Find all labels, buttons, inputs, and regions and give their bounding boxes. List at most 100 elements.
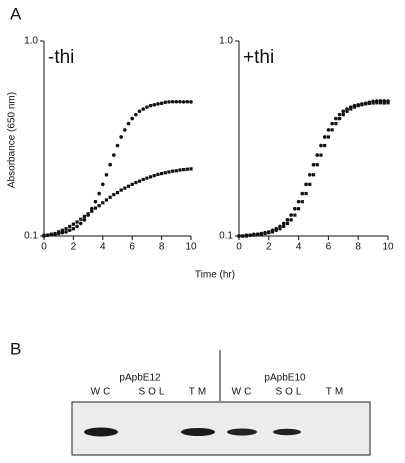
data-point [93,206,98,210]
data-point [189,167,193,171]
data-point [375,101,379,105]
x-tick-label: 4 [296,242,302,253]
band [227,428,257,436]
data-point [326,128,331,132]
data-point [145,105,149,109]
band [273,428,301,436]
data-point [145,176,149,180]
x-tick-label: 10 [185,242,197,253]
group-label: pApbE12 [119,373,161,384]
data-point [119,188,123,192]
data-point [123,128,127,132]
data-point [156,102,160,106]
data-point [163,171,167,175]
data-point [349,107,353,111]
data-point [112,193,116,197]
data-point [267,231,271,235]
x-tick-label: 2 [71,242,77,253]
data-point [382,101,386,105]
data-point [49,232,53,236]
data-point [174,99,179,104]
y-tick-label: 0.1 [24,231,38,242]
data-point [252,233,256,237]
data-point [68,224,72,229]
data-point [163,100,168,105]
data-point [167,100,171,104]
data-point [289,218,293,222]
data-point [278,227,282,231]
data-point [82,214,87,219]
x-tick-label: 4 [100,242,106,253]
data-point [178,168,182,172]
blot-membrane [71,401,371,456]
x-tick-label: 6 [326,242,332,253]
data-point [378,101,383,105]
data-point [237,234,241,238]
data-point [308,182,312,186]
data-point [345,109,349,113]
data-point [330,128,334,132]
data-point [42,234,46,238]
data-point [137,109,142,114]
data-point [323,143,327,148]
data-point [337,112,342,117]
data-point [178,99,182,104]
data-point [119,135,123,139]
data-point [171,169,175,173]
y-tick-label: 1.0 [219,36,233,47]
data-point [182,168,186,172]
data-point [319,143,323,148]
data-point [152,174,156,178]
data-point [152,102,157,107]
data-point [141,177,145,182]
data-point [352,105,357,109]
data-point [64,227,68,231]
data-point [159,101,164,106]
data-point [296,199,301,204]
data-point [256,232,260,236]
data-point [319,153,323,157]
data-point [185,99,190,104]
y-tick-label: 1.0 [24,36,38,47]
data-point [241,234,245,238]
band [181,428,215,436]
data-point [371,101,375,105]
data-point [46,233,50,237]
data-point [311,162,316,167]
data-point [341,109,346,114]
data-point [104,198,109,202]
y-tick-label: 0.1 [219,231,233,242]
data-point [311,173,316,177]
data-point [300,200,304,204]
x-tick-label: 6 [129,242,135,253]
data-point [170,99,175,104]
data-point [160,171,164,176]
data-point [285,218,290,222]
data-point [263,231,267,236]
data-point [126,121,131,126]
data-point [341,113,345,117]
data-point [130,116,134,121]
band [84,427,118,437]
data-point [386,101,390,105]
data-point [367,101,371,105]
data-point [330,121,334,126]
data-point [307,172,312,177]
lane-label: TM [189,387,209,398]
data-point [130,182,134,186]
data-point [181,100,186,104]
lane-label: SOL [275,387,304,398]
lane-label: WC [91,387,114,398]
data-point [282,224,286,229]
data-point [82,218,87,222]
data-point [281,221,286,226]
data-point [126,184,131,188]
x-axis-label: Time (hr) [195,270,235,281]
group-label: pApbE10 [264,373,306,384]
data-point [244,234,249,238]
data-point [71,222,75,226]
data-point [64,230,68,234]
data-point [115,190,120,195]
data-point [148,103,153,108]
